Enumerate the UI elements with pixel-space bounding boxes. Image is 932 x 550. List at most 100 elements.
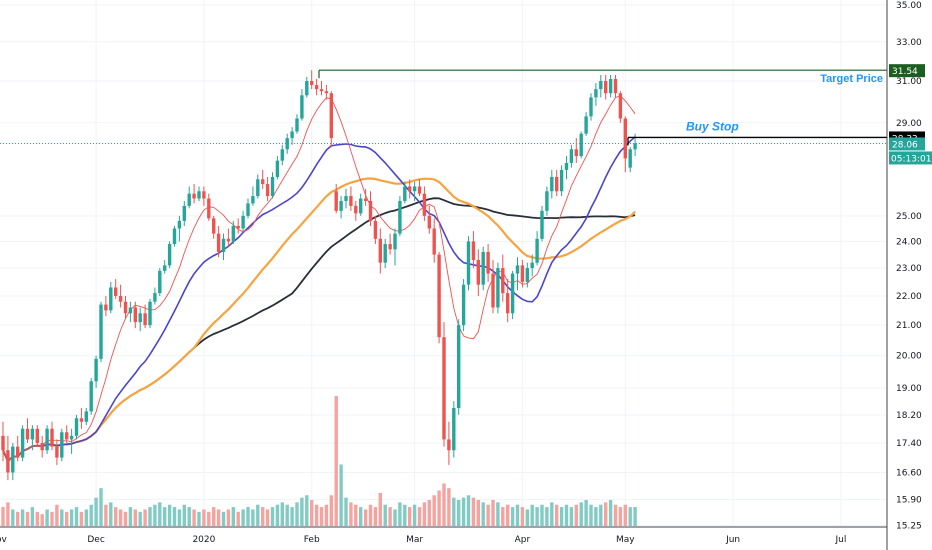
volume-bar (515, 504, 520, 526)
candle-body (525, 268, 529, 282)
volume-bar (452, 497, 456, 526)
price-tick-label: 19.00 (896, 384, 922, 394)
volume-bar (373, 507, 378, 526)
volume-bar (16, 511, 20, 526)
candle-body (216, 233, 221, 252)
candle-body (486, 251, 490, 274)
candle-body (442, 337, 446, 440)
volume-bar (613, 504, 618, 526)
volume-bar (579, 502, 583, 526)
volume-bar (525, 509, 529, 526)
candle-body (437, 254, 441, 338)
candle-body (94, 358, 98, 382)
candle-body (305, 81, 309, 96)
candle-body (515, 265, 520, 274)
candle-body (628, 149, 632, 168)
price-axis[interactable]: 37.0035.0033.0031.0029.0025.0024.0023.00… (896, 0, 922, 532)
volume-bar (584, 500, 588, 526)
candle-body (613, 78, 618, 94)
volume-bar (378, 492, 382, 526)
volume-bar (564, 504, 569, 526)
volume-bar (231, 507, 235, 526)
volume-bar (172, 507, 177, 526)
volume-bar (510, 507, 515, 526)
candle-body (427, 215, 431, 229)
candle-body (633, 143, 637, 150)
volume-bar (270, 507, 275, 526)
last-price-badge: 28.06 (889, 137, 925, 151)
candle-body (55, 446, 59, 458)
volume-bar (187, 507, 191, 526)
time-tick-label: Mar (406, 535, 423, 545)
volume-bar (207, 511, 211, 526)
candle-body (226, 238, 231, 242)
volume-bar (540, 504, 544, 526)
volume-bar (133, 509, 137, 526)
volume-bar (192, 509, 196, 526)
candle-body (324, 91, 329, 94)
volume-bar (466, 495, 471, 526)
volume-bar (305, 495, 309, 526)
volume-bar (506, 504, 510, 526)
candle-body (368, 200, 373, 221)
volume-bar (300, 497, 304, 526)
volume-bar (471, 497, 476, 526)
volume-bar (202, 509, 206, 526)
candle-body (412, 186, 417, 192)
candle-body (481, 251, 485, 285)
volume-bar (104, 504, 108, 526)
candle-body (604, 81, 608, 94)
candle-body (432, 228, 436, 255)
volume-bar (94, 497, 98, 526)
volume-bar (261, 507, 265, 526)
volume-bar (589, 504, 593, 526)
volume-bar (45, 509, 49, 526)
candle-body (221, 238, 226, 252)
candle-body (123, 301, 128, 314)
time-tick-label: May (616, 535, 635, 545)
volume-bar (633, 507, 637, 526)
price-tick-label: 22.00 (896, 292, 922, 302)
candle-body (349, 196, 353, 206)
target-price-badge: 31.54 (889, 64, 925, 78)
volume-bar (314, 504, 319, 526)
ma-short-line (2, 136, 636, 463)
volume-bar (422, 502, 427, 526)
countdown-badge: 05:13:01 (889, 151, 932, 165)
time-tick-label: Nov (0, 535, 8, 545)
volume-bar (310, 500, 314, 526)
candlesticks (1, 70, 637, 481)
candle-body (99, 304, 103, 359)
volume-bar (50, 511, 54, 526)
volume-bar (216, 509, 221, 526)
candle-body (231, 225, 235, 242)
volume-bar (363, 509, 368, 526)
candle-body (265, 184, 270, 197)
price-tick-label: 29.00 (896, 119, 922, 129)
candle-body (114, 287, 118, 296)
candle-body (354, 205, 358, 214)
volume-bar (25, 511, 30, 526)
volume-bar (123, 511, 128, 526)
candle-body (148, 301, 152, 326)
volume-bar (608, 500, 613, 526)
volume-bar (339, 464, 343, 526)
volume-bar (417, 507, 422, 526)
time-tick-label: 2020 (192, 535, 215, 545)
candle-body (403, 186, 407, 201)
candle-body (599, 81, 603, 90)
volume-bar (447, 488, 451, 526)
candle-body (594, 89, 598, 98)
volume-bar (35, 511, 39, 526)
volume-bar (138, 511, 142, 526)
candle-body (540, 210, 544, 239)
candle-body (359, 198, 363, 214)
candle-body (496, 268, 500, 308)
volume-bar (114, 507, 118, 526)
candle-body (20, 428, 25, 458)
volume-bar (559, 507, 564, 526)
time-axis[interactable]: Nov Dec 2020 Feb Mar Apr May Jun Jul (0, 535, 846, 545)
volume-bar (574, 504, 578, 526)
volume-bar (251, 509, 255, 526)
